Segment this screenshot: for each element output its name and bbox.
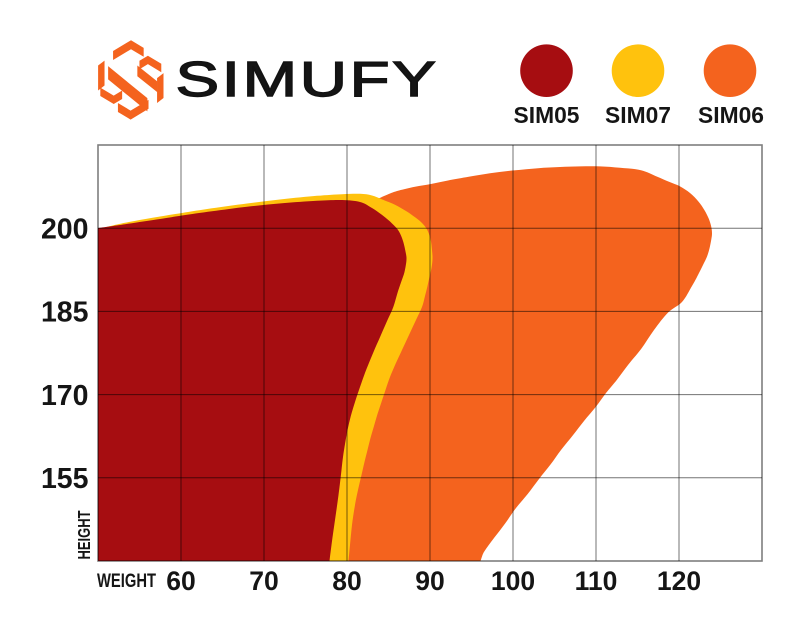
svg-text:WEIGHT: WEIGHT [97, 570, 156, 592]
svg-text:60: 60 [166, 566, 195, 596]
svg-text:155: 155 [41, 463, 89, 495]
svg-text:SIM05: SIM05 [514, 102, 580, 128]
svg-text:120: 120 [657, 566, 701, 596]
svg-text:70: 70 [249, 566, 278, 596]
svg-text:SIM06: SIM06 [698, 102, 764, 128]
svg-text:170: 170 [41, 380, 89, 412]
svg-text:185: 185 [41, 297, 89, 329]
svg-text:110: 110 [575, 566, 618, 596]
svg-text:200: 200 [41, 213, 89, 245]
svg-text:100: 100 [491, 566, 535, 596]
svg-text:80: 80 [332, 566, 361, 596]
svg-text:SIM07: SIM07 [605, 102, 671, 128]
svg-text:HEIGHT: HEIGHT [74, 510, 94, 559]
svg-text:90: 90 [415, 566, 444, 596]
svg-text:SIMUFY: SIMUFY [176, 52, 439, 107]
